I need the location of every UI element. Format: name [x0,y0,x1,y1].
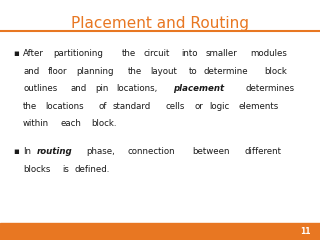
Text: and: and [71,84,87,93]
Text: placement: placement [173,84,224,93]
Text: between: between [192,147,229,156]
Text: pin: pin [95,84,109,93]
Text: cells: cells [166,102,185,111]
Text: After: After [23,49,44,58]
Text: determines: determines [246,84,295,93]
Text: Placement and Routing: Placement and Routing [71,16,249,30]
Text: locations,: locations, [116,84,157,93]
Text: and: and [23,67,39,76]
Text: 11: 11 [300,227,310,236]
Bar [0,223,320,240]
Text: modules: modules [250,49,287,58]
Text: each: each [60,119,81,128]
Text: determine: determine [203,67,248,76]
Text: to: to [188,67,197,76]
Text: layout: layout [150,67,177,76]
Text: ▪: ▪ [13,147,19,156]
Text: different: different [244,147,281,156]
Text: partitioning: partitioning [53,49,103,58]
Text: blocks: blocks [23,165,51,174]
Text: standard: standard [113,102,151,111]
Text: elements: elements [239,102,279,111]
Text: into: into [181,49,197,58]
Text: outlines: outlines [23,84,57,93]
Text: In: In [23,147,31,156]
Text: logic: logic [209,102,229,111]
Text: locations: locations [45,102,84,111]
Text: block: block [264,67,287,76]
Text: connection: connection [127,147,175,156]
Text: block.: block. [91,119,116,128]
Text: ▪: ▪ [13,49,19,58]
Text: floor: floor [48,67,67,76]
Text: routing: routing [37,147,73,156]
Text: within: within [23,119,49,128]
Text: phase,: phase, [86,147,115,156]
Text: planning: planning [76,67,114,76]
Text: is: is [62,165,69,174]
Text: defined.: defined. [74,165,110,174]
Text: the: the [128,67,142,76]
Text: of: of [98,102,107,111]
Text: or: or [194,102,203,111]
Text: smaller: smaller [206,49,237,58]
Text: the: the [23,102,37,111]
Text: circuit: circuit [143,49,170,58]
Text: the: the [121,49,136,58]
